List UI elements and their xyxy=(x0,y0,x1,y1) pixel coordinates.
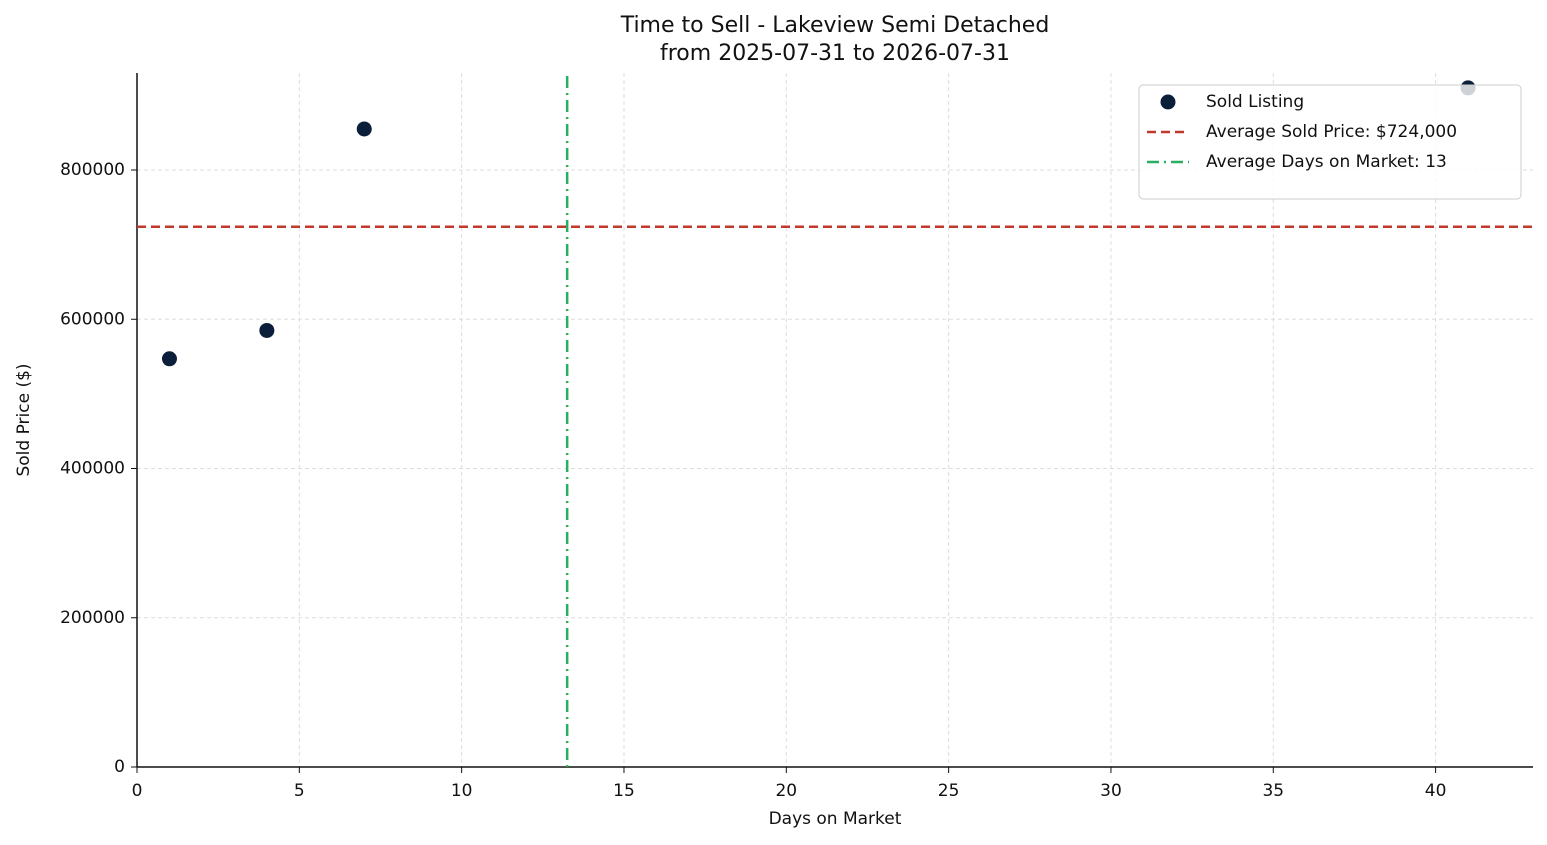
x-tick-label: 5 xyxy=(294,781,305,801)
y-tick-label: 400000 xyxy=(60,459,125,479)
x-tick-label: 35 xyxy=(1262,781,1284,801)
point xyxy=(161,351,177,367)
legend-label: Average Sold Price: $724,000 xyxy=(1206,122,1457,142)
legend-label: Average Days on Market: 13 xyxy=(1206,152,1447,172)
x-tick-label: 0 xyxy=(132,781,143,801)
y-axis-label: Sold Price ($) xyxy=(14,363,34,476)
y-tick-label: 200000 xyxy=(60,608,125,628)
point xyxy=(259,322,275,338)
x-axis-label: Days on Market xyxy=(769,809,902,829)
x-tick-label: 25 xyxy=(938,781,960,801)
legend-marker xyxy=(1160,94,1176,110)
point xyxy=(356,121,372,137)
x-tick-label: 30 xyxy=(1100,781,1122,801)
x-tick-label: 10 xyxy=(451,781,473,801)
y-tick-label: 800000 xyxy=(60,160,125,180)
x-tick-label: 40 xyxy=(1425,781,1447,801)
legend-label: Sold Listing xyxy=(1206,92,1304,112)
x-tick-label: 20 xyxy=(775,781,797,801)
chart-subtitle: from 2025-07-31 to 2026-07-31 xyxy=(660,41,1010,66)
y-tick-label: 0 xyxy=(114,757,125,777)
chart-title: Time to Sell - Lakeview Semi Detached xyxy=(620,13,1050,38)
y-tick-label: 600000 xyxy=(60,309,125,329)
x-tick-label: 15 xyxy=(613,781,635,801)
legend-box xyxy=(1138,84,1522,200)
